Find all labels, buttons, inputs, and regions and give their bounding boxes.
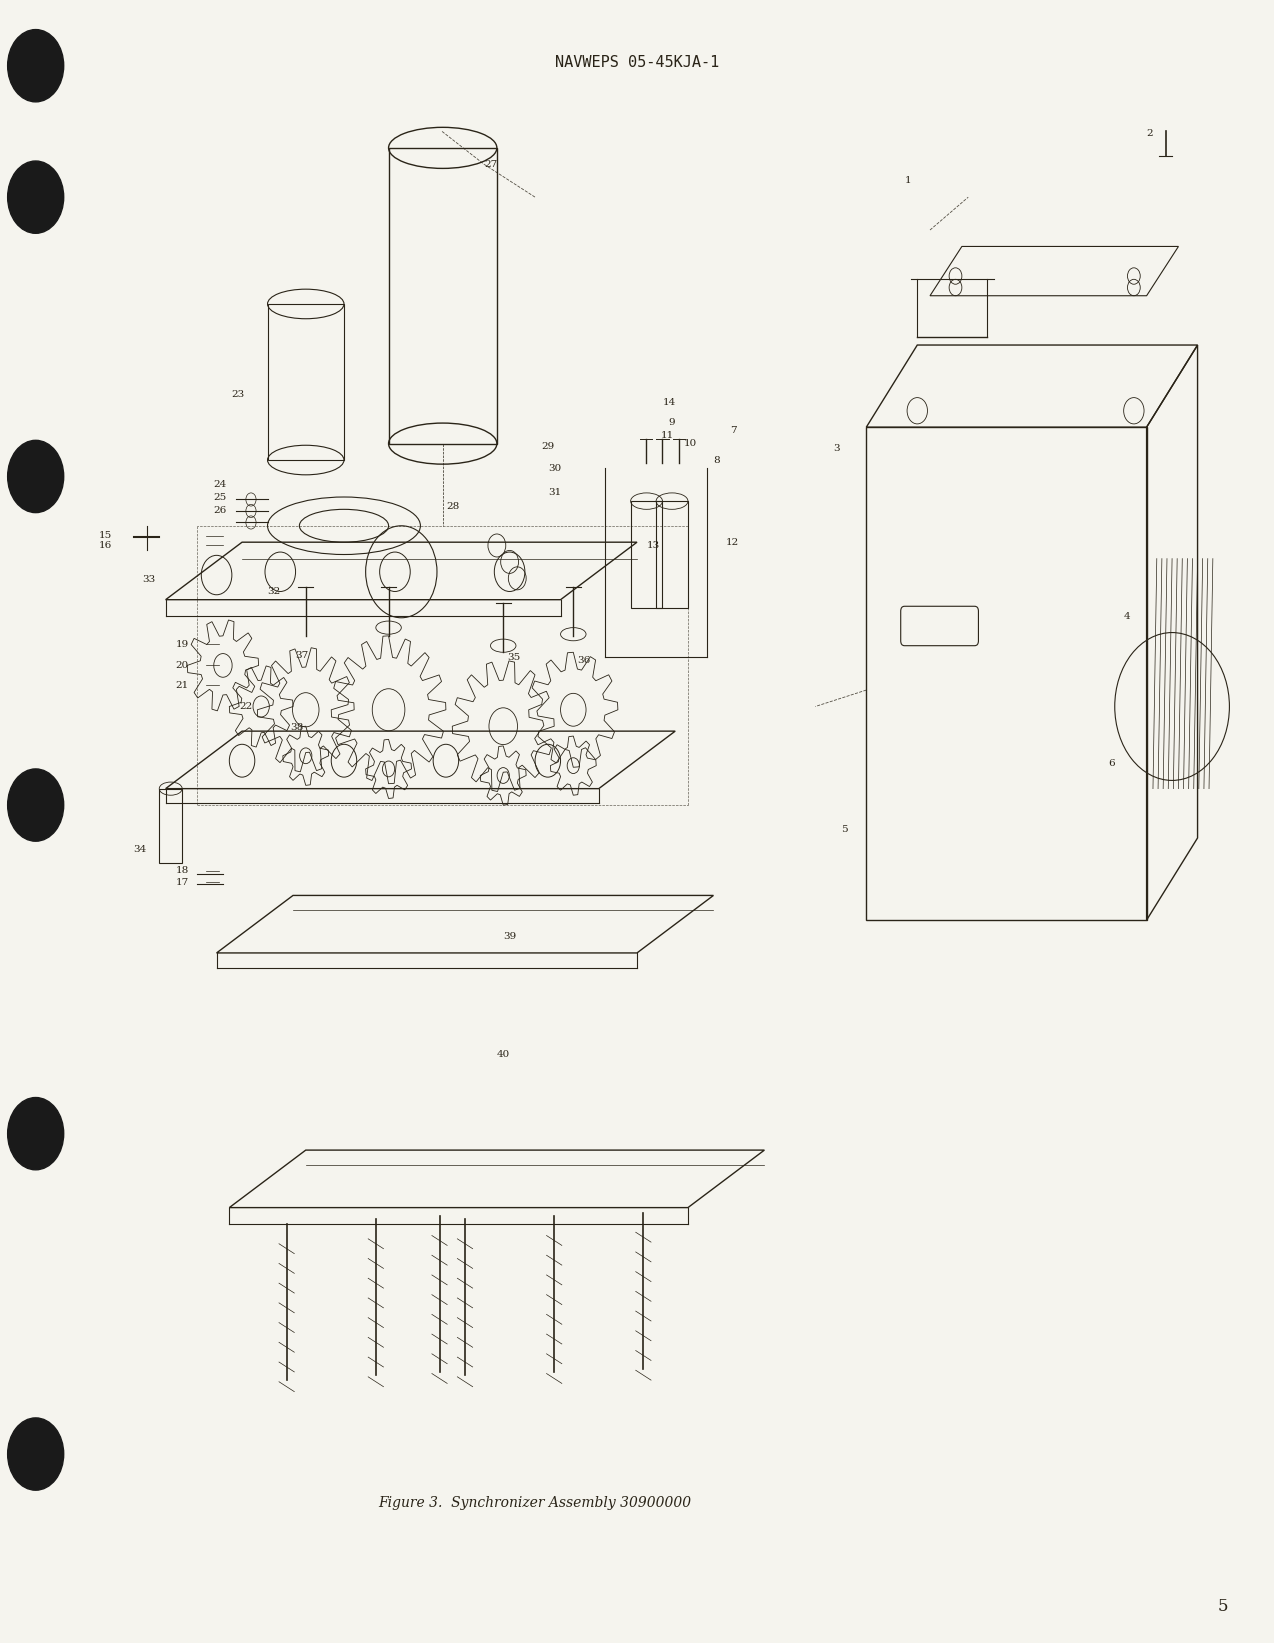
Circle shape bbox=[8, 161, 64, 233]
Text: 26: 26 bbox=[214, 506, 227, 516]
Text: 8: 8 bbox=[713, 455, 720, 465]
Text: 38: 38 bbox=[290, 723, 303, 733]
Text: 12: 12 bbox=[726, 537, 739, 547]
Bar bbox=[268, 304, 344, 460]
Text: 27: 27 bbox=[484, 159, 497, 169]
Circle shape bbox=[8, 30, 64, 102]
Text: 20: 20 bbox=[176, 660, 189, 670]
Text: 9: 9 bbox=[669, 417, 675, 427]
Bar bbox=[389, 148, 497, 444]
Text: 6: 6 bbox=[1108, 759, 1115, 769]
Text: 4: 4 bbox=[1124, 611, 1130, 621]
Text: 33: 33 bbox=[143, 575, 155, 585]
Text: 11: 11 bbox=[661, 430, 674, 440]
Bar bbox=[631, 501, 662, 608]
Text: 7: 7 bbox=[730, 426, 736, 435]
Text: 15: 15 bbox=[99, 531, 112, 541]
Text: 2: 2 bbox=[1147, 128, 1153, 138]
Text: 40: 40 bbox=[497, 1050, 510, 1060]
Text: 39: 39 bbox=[503, 932, 516, 941]
Text: 17: 17 bbox=[176, 877, 189, 887]
Text: 22: 22 bbox=[240, 702, 252, 711]
Text: 35: 35 bbox=[507, 652, 520, 662]
Text: 16: 16 bbox=[99, 541, 112, 550]
Text: 31: 31 bbox=[548, 488, 561, 498]
Bar bbox=[159, 789, 182, 863]
Text: 10: 10 bbox=[684, 439, 697, 449]
Text: 37: 37 bbox=[296, 651, 308, 660]
Text: 34: 34 bbox=[134, 845, 147, 854]
Text: 23: 23 bbox=[232, 389, 245, 399]
Text: 3: 3 bbox=[833, 444, 840, 453]
Text: 14: 14 bbox=[662, 398, 675, 407]
Text: NAVWEPS 05-45KJA-1: NAVWEPS 05-45KJA-1 bbox=[555, 54, 719, 71]
Circle shape bbox=[8, 1098, 64, 1170]
Text: Figure 3.  Synchronizer Assembly 30900000: Figure 3. Synchronizer Assembly 30900000 bbox=[378, 1497, 692, 1510]
Text: 21: 21 bbox=[176, 680, 189, 690]
Text: 25: 25 bbox=[214, 493, 227, 503]
Bar bbox=[656, 501, 688, 608]
Text: 5: 5 bbox=[841, 825, 847, 835]
Text: 24: 24 bbox=[214, 480, 227, 490]
Circle shape bbox=[8, 440, 64, 513]
Text: 5: 5 bbox=[1218, 1599, 1228, 1615]
Text: 13: 13 bbox=[647, 541, 660, 550]
Circle shape bbox=[8, 769, 64, 841]
Text: 36: 36 bbox=[577, 656, 590, 665]
Text: 28: 28 bbox=[446, 501, 459, 511]
Text: 29: 29 bbox=[541, 442, 554, 452]
Text: 30: 30 bbox=[548, 463, 561, 473]
Text: 18: 18 bbox=[176, 866, 189, 876]
Text: 19: 19 bbox=[176, 639, 189, 649]
Text: 1: 1 bbox=[905, 176, 911, 186]
Circle shape bbox=[8, 1418, 64, 1490]
Text: 32: 32 bbox=[268, 587, 280, 596]
